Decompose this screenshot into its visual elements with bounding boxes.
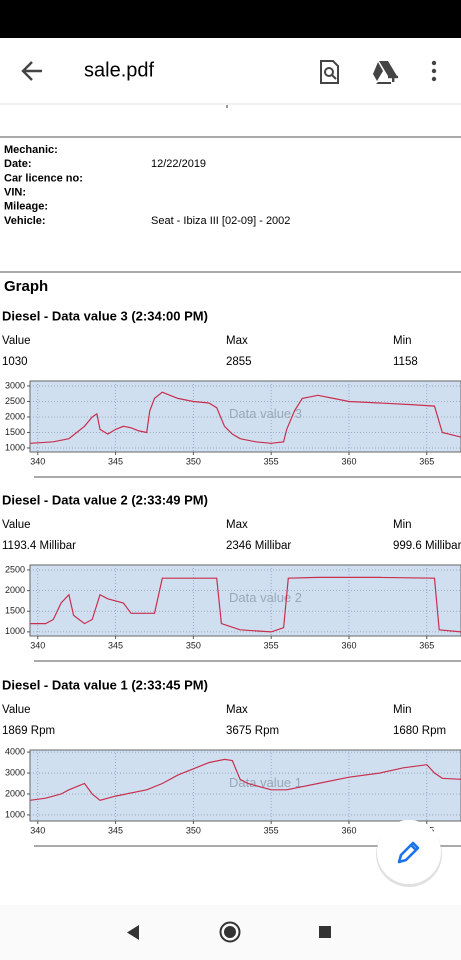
chart: Diesel - Data value 1 (2:33:45 PM) Value M… [2, 677, 461, 847]
field-value: 12/22/2019 [151, 158, 206, 170]
field-value: Seat - Ibiza III [02-09] - 2002 [151, 215, 290, 227]
chart-title: Diesel - Data value 1 (2:33:45 PM) [2, 677, 208, 692]
data-line [30, 576, 461, 633]
x-tick-label: 355 [264, 640, 279, 650]
plot-area [29, 749, 461, 822]
y-tick-label: 3000 [5, 767, 25, 777]
column-label: Max [226, 335, 248, 347]
y-tick-label: 2000 [5, 411, 25, 421]
status-bar [0, 0, 461, 38]
y-tick-label: 2500 [5, 564, 25, 574]
field-label: VIN: [4, 187, 26, 199]
x-tick-label: 350 [186, 456, 201, 466]
x-tick-label: 340 [30, 825, 45, 835]
x-tick-label: 345 [108, 456, 123, 466]
x-tick-label: 350 [186, 640, 201, 650]
plot-area [29, 564, 461, 637]
reading: 1158 [393, 356, 418, 368]
x-tick-label: 365 [419, 640, 434, 650]
x-tick-label: 345 [108, 640, 123, 650]
data-line [29, 758, 461, 801]
reading: 999.6 Millibar [393, 540, 461, 552]
y-tick-label: 1500 [5, 427, 25, 437]
x-tick-label: 345 [108, 825, 123, 835]
x-tick-label: 350 [186, 825, 201, 835]
x-tick-label: 340 [30, 640, 45, 650]
x-tick-label: 360 [341, 640, 356, 650]
y-tick-label: 1000 [5, 809, 25, 819]
reading: 1869 Rpm [2, 725, 55, 737]
field-label: Mileage: [4, 201, 48, 213]
column-label: Max [226, 704, 248, 716]
reading: 1680 Rpm [393, 725, 446, 737]
x-tick-label: 340 [30, 456, 45, 466]
column-label: Value [2, 335, 31, 347]
app-bar [0, 38, 461, 104]
column-label: Min [393, 704, 412, 716]
edit-fab[interactable] [376, 820, 442, 887]
nav-back[interactable] [127, 925, 139, 940]
reading: 3675 Rpm [226, 725, 279, 737]
nav-home[interactable] [219, 921, 241, 943]
nav-recents[interactable] [319, 926, 331, 938]
chart: Diesel - Data value 2 (2:33:49 PM) Value M… [2, 492, 461, 662]
column-label: Value [2, 704, 31, 716]
watermark: Data value 1 [229, 775, 302, 790]
y-tick-label: 1000 [5, 626, 25, 636]
y-tick-label: 1000 [5, 442, 25, 452]
y-tick-label: 1500 [5, 606, 25, 616]
data-line [29, 391, 461, 444]
field-label: Car licence no: [4, 172, 83, 184]
column-label: Value [2, 519, 31, 531]
x-tick-label: 355 [264, 456, 279, 466]
search-button[interactable] [320, 60, 339, 84]
column-label: Min [393, 335, 412, 347]
more-button[interactable] [431, 60, 437, 82]
chart-title: Diesel - Data value 2 (2:33:49 PM) [2, 492, 208, 507]
reading: 2346 Millibar [226, 540, 291, 552]
section-title: Graph [4, 278, 48, 295]
y-tick-label: 2000 [5, 788, 25, 798]
x-tick-label: 365 [419, 456, 434, 466]
reading: 1030 [2, 356, 28, 368]
y-tick-label: 2000 [5, 585, 25, 595]
chart: Diesel - Data value 3 (2:34:00 PM) Value M… [2, 308, 461, 478]
x-tick-label: 355 [264, 825, 279, 835]
y-tick-label: 3000 [5, 380, 25, 390]
reading: 1193.4 Millibar [2, 540, 76, 552]
reading: 2855 [226, 356, 252, 368]
field-label: Mechanic: [4, 144, 58, 156]
file-title: sale.pdf [84, 59, 154, 81]
x-tick-label: 360 [341, 825, 356, 835]
chart-title: Diesel - Data value 3 (2:34:00 PM) [2, 308, 208, 323]
drive-button[interactable] [373, 61, 398, 84]
column-label: Max [226, 519, 248, 531]
x-tick-label: 360 [341, 456, 356, 466]
column-label: Min [393, 519, 412, 531]
field-label: Date: [4, 158, 32, 170]
watermark: Data value 3 [229, 406, 302, 421]
y-tick-label: 2500 [5, 396, 25, 406]
back-button[interactable] [21, 61, 42, 81]
y-tick-label: 4000 [5, 746, 25, 756]
field-label: Vehicle: [4, 215, 46, 227]
watermark: Data value 2 [229, 590, 302, 605]
